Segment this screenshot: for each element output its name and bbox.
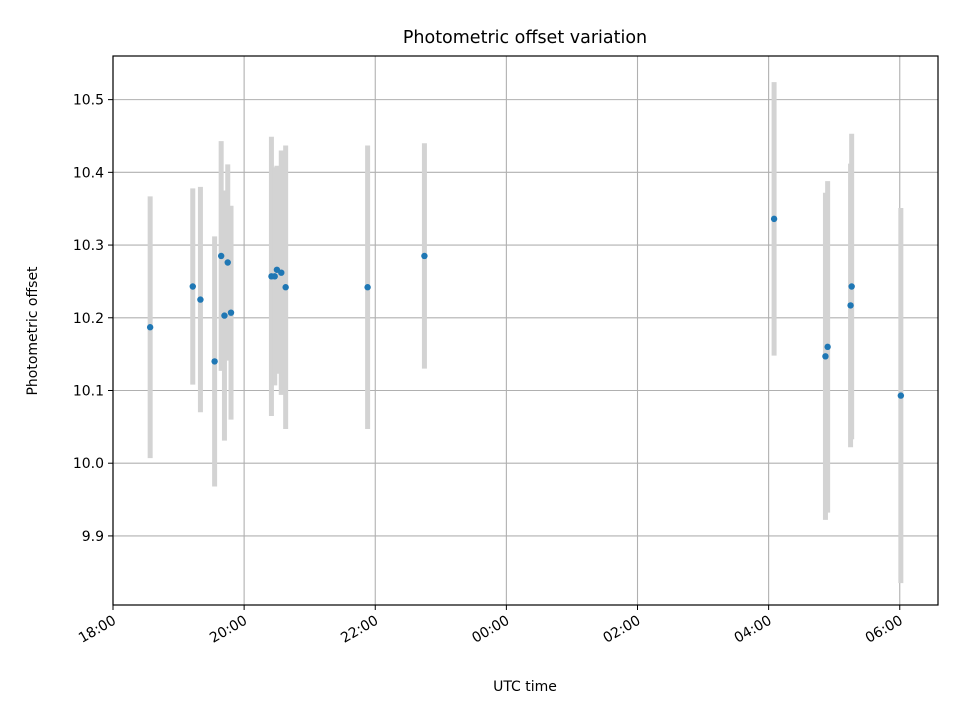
data-point (224, 259, 231, 266)
chart-title: Photometric offset variation (403, 28, 647, 48)
data-point (282, 284, 289, 291)
data-point (146, 324, 154, 331)
data-point (897, 392, 905, 399)
data-points (146, 215, 905, 399)
data-point (197, 296, 204, 303)
y-axis-ticks: 9.9 10.0 10.1 10.2 10.3 10.4 10.5 (73, 93, 113, 545)
y-axis-label: Photometric offset (25, 266, 41, 396)
data-point (211, 358, 218, 365)
data-point (824, 343, 831, 351)
y-tick-label: 10.0 (73, 456, 104, 472)
data-point (217, 252, 225, 260)
y-tick-label: 10.4 (73, 165, 104, 181)
data-point (189, 283, 196, 290)
data-point (278, 269, 285, 276)
y-tick-label: 10.2 (73, 311, 104, 327)
data-point (271, 273, 278, 280)
data-point (221, 312, 228, 319)
y-tick-label: 9.9 (82, 529, 104, 545)
y-tick-label: 10.1 (73, 383, 104, 399)
data-point (822, 353, 829, 360)
x-axis-label: UTC time (493, 679, 557, 695)
data-point (227, 309, 235, 316)
y-tick-label: 10.3 (73, 238, 104, 254)
data-point (848, 283, 855, 290)
data-point (770, 215, 778, 223)
plot-frame (112, 55, 939, 606)
data-point (847, 302, 854, 309)
y-tick-label: 10.5 (73, 93, 104, 109)
grid (112, 56, 938, 605)
data-point (421, 252, 428, 260)
data-point (364, 284, 371, 291)
